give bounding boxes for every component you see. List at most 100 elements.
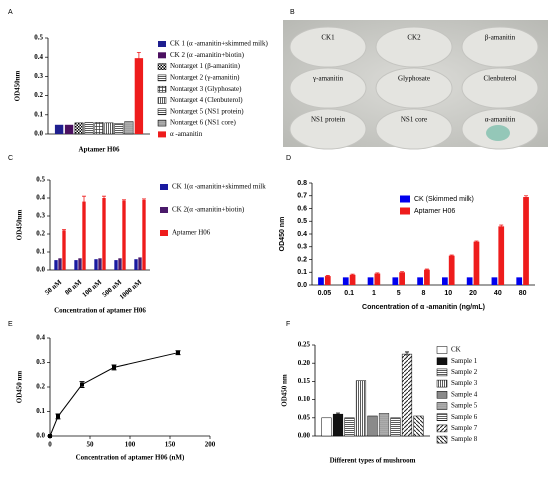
y-axis-label: OD450 nm <box>279 217 286 252</box>
x-axis-label: Aptamer H06 <box>79 146 120 154</box>
error-bar <box>122 199 126 202</box>
legend-label: Aptamer H06 <box>172 229 211 237</box>
bar <box>498 226 505 285</box>
y-tick-label: 0.2 <box>34 91 43 99</box>
legend-swatch <box>158 52 166 59</box>
bar <box>523 197 529 285</box>
x-tick-label: 0.05 <box>318 290 332 297</box>
legend-swatch <box>436 357 448 365</box>
point <box>80 382 84 387</box>
bar <box>491 277 498 285</box>
error-bar <box>350 273 355 276</box>
y-tick-label: 0.0 <box>34 130 43 138</box>
y-tick-label: 0.1 <box>34 110 43 118</box>
y-tick-label: 0.20 <box>298 359 311 367</box>
bar <box>318 277 324 285</box>
bar <box>321 417 332 437</box>
bar <box>390 417 401 437</box>
bar <box>392 277 399 285</box>
bar <box>374 273 381 285</box>
bar <box>58 258 62 270</box>
bar <box>64 124 74 134</box>
legend-swatch <box>160 207 168 213</box>
legend-label: Nontarget 5 (NS1 protein) <box>170 107 244 115</box>
legend-swatch <box>157 74 167 82</box>
x-tick-label: 8 <box>422 290 426 297</box>
bar <box>142 199 146 270</box>
well <box>461 67 539 109</box>
y-tick-label: 0.3 <box>36 212 45 220</box>
error-bar <box>400 271 405 273</box>
y-tick-label: 0.1 <box>297 269 307 276</box>
bar <box>54 124 64 134</box>
x-tick-label: 100 nM <box>81 278 104 299</box>
bar <box>413 415 424 437</box>
panel-letter: E <box>8 321 13 328</box>
legend-swatch <box>436 379 448 388</box>
y-tick-label: 0.5 <box>36 176 45 184</box>
y-tick-label: 0.4 <box>36 334 45 342</box>
bar <box>122 200 126 270</box>
bar <box>102 198 106 270</box>
y-tick-label: 0.0 <box>36 266 45 274</box>
error-bar <box>82 195 86 207</box>
y-tick-label: 0.1 <box>36 248 45 256</box>
y-tick-label: 0.7 <box>297 193 307 200</box>
panel-letter: B <box>290 9 295 16</box>
x-tick-label: 80 <box>519 290 527 297</box>
y-tick-label: 0.00 <box>298 432 311 440</box>
bar <box>134 58 144 134</box>
y-tick-label: 0.25 <box>298 341 311 349</box>
bar <box>104 122 114 135</box>
y-tick-label: 0.4 <box>34 53 43 61</box>
bar <box>62 230 66 270</box>
well <box>375 67 453 109</box>
bar <box>78 258 82 270</box>
bar <box>74 260 78 270</box>
x-tick-label: 0 <box>48 441 52 449</box>
y-tick-label: 0.2 <box>36 230 45 238</box>
legend-label: α -amanitin <box>170 130 203 138</box>
error-bar <box>62 229 66 232</box>
x-axis-label: Concentration of α -amanitin (ng/mL) <box>362 304 485 311</box>
bar <box>82 201 86 270</box>
well-signal <box>486 125 510 141</box>
well-label: CK1 <box>321 34 335 42</box>
error-bar <box>325 275 330 277</box>
y-tick-label: 0.4 <box>297 231 307 238</box>
bar <box>118 258 122 270</box>
error-bar <box>136 52 141 64</box>
bar <box>401 353 413 437</box>
bar <box>124 121 134 135</box>
y-axis-label: OD450 nm <box>16 371 24 404</box>
bar <box>473 241 480 285</box>
legend-swatch <box>157 63 167 70</box>
y-tick-label: 0.0 <box>297 282 307 289</box>
bar <box>378 413 390 437</box>
x-axis-label: Concentration of aptamer H06 <box>54 307 146 315</box>
well <box>461 26 539 68</box>
legend-label: CK 1(α -amanitin+skimmed milk <box>172 183 266 191</box>
legend-label: Sample 2 <box>451 368 478 376</box>
bar <box>98 258 102 270</box>
x-axis-label: Different types of mushroom <box>330 457 416 465</box>
well <box>289 26 367 68</box>
y-tick-label: 0.3 <box>34 72 43 80</box>
legend-swatch <box>158 131 166 138</box>
y-tick-label: 0.2 <box>36 383 45 391</box>
well <box>375 108 453 150</box>
bar <box>324 276 331 285</box>
bar <box>349 274 356 285</box>
y-tick-label: 0.5 <box>297 218 307 225</box>
bar <box>138 257 142 270</box>
legend-label: CK 1 (α -amanitin+skimmed milk) <box>170 40 268 48</box>
y-tick-label: 0.1 <box>36 407 45 415</box>
y-tick-label: 0.6 <box>297 205 307 212</box>
panel-letter: C <box>8 155 13 162</box>
bar <box>466 277 473 285</box>
y-tick-label: 0.15 <box>298 377 311 385</box>
legend-swatch <box>400 195 410 203</box>
y-axis-label: OD450 nm <box>281 374 289 407</box>
